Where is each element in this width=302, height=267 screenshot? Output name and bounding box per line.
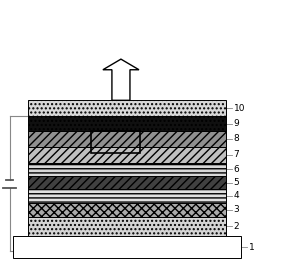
Bar	[91, 131, 140, 153]
Bar	[28, 189, 226, 203]
Bar	[28, 131, 226, 147]
Text: 10: 10	[234, 104, 245, 113]
Text: 6: 6	[234, 165, 239, 174]
Bar	[28, 217, 226, 236]
FancyArrow shape	[103, 59, 139, 100]
Bar	[28, 176, 226, 189]
Bar	[13, 236, 241, 258]
Text: 9: 9	[234, 119, 239, 128]
Bar	[28, 147, 226, 163]
Text: 5: 5	[234, 178, 239, 187]
Text: 7: 7	[234, 150, 239, 159]
Text: 4: 4	[234, 191, 239, 201]
Text: 3: 3	[234, 205, 239, 214]
Bar	[28, 116, 226, 131]
Bar	[28, 163, 226, 176]
Text: 2: 2	[234, 222, 239, 231]
Text: 8: 8	[234, 134, 239, 143]
Bar	[28, 203, 226, 217]
Text: 1: 1	[249, 242, 255, 252]
Bar	[28, 100, 226, 116]
